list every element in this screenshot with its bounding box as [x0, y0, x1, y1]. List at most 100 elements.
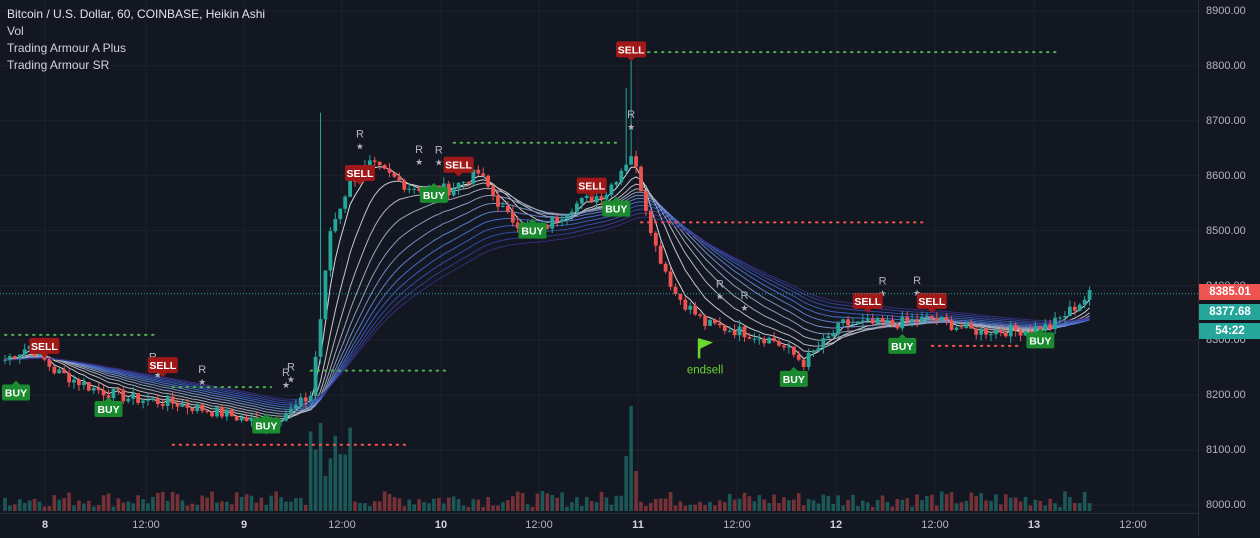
volume-bar [629, 406, 633, 511]
volume-bar [772, 494, 776, 511]
volume-bar [964, 500, 969, 511]
candle-body [476, 169, 481, 174]
time-axis[interactable]: 8 12:00 9 12:00 10 12:00 11 12:00 12 12:00 13 12:00 [0, 513, 1198, 538]
volume-bar [62, 498, 66, 511]
symbol-title[interactable]: Bitcoin / U.S. Dollar, 60, COINBASE, Hei… [7, 7, 266, 21]
volume-bar [782, 497, 786, 511]
candle-body [111, 388, 116, 399]
volume-bar [402, 506, 407, 511]
candle-body [496, 195, 500, 207]
price-axis[interactable]: 8900.008800.008700.008600.008500.008400.… [1198, 0, 1260, 537]
volume-bar [1077, 503, 1082, 511]
volume-bar [816, 503, 821, 511]
candle-body [72, 379, 76, 383]
volume-bar [461, 505, 466, 511]
candle-body [229, 409, 234, 417]
candle-body [885, 319, 890, 323]
candle-body [505, 206, 510, 213]
volume-bar [634, 471, 638, 511]
price-tick-label: 8700.00 [1206, 114, 1246, 127]
candle-body [910, 319, 915, 322]
r-marker-star: ★ [154, 370, 162, 380]
candle-body [77, 379, 81, 386]
candle-body [959, 327, 964, 329]
time-tick-label: 13 [1027, 519, 1041, 531]
volume-bar [289, 501, 293, 511]
volume-bar [594, 502, 599, 511]
candle-body [742, 326, 747, 338]
volume-bar [806, 499, 811, 511]
volume-bar [639, 501, 643, 511]
volume-bar [959, 502, 964, 511]
volume-bar [653, 499, 658, 511]
volume-bar [668, 491, 673, 511]
candle-body [678, 294, 683, 300]
volume-bar [13, 504, 17, 511]
candle-body [116, 388, 121, 390]
volume-bar [77, 500, 81, 511]
volume-bar [836, 495, 840, 511]
volume-bar [348, 427, 352, 511]
signal-arrow [40, 353, 49, 358]
signal-arrow [587, 193, 596, 198]
buy-badge [2, 384, 30, 401]
countdown-badge: 54:22 [1199, 322, 1260, 339]
sell-signal: SELL [29, 337, 60, 358]
sell-signal: SELL [852, 292, 883, 313]
candle-body [121, 389, 126, 402]
indicator-aplus-label[interactable]: Trading Armour A Plus [7, 41, 126, 55]
r-markers: R★R★R★R★R★R★R★R★R★R★R★R★R★ [149, 109, 921, 390]
volume-bar [501, 502, 505, 511]
volume-bar [885, 501, 890, 511]
candle-body [220, 407, 224, 417]
candle-body [826, 336, 831, 339]
candle-body [905, 316, 910, 322]
ma-line [4, 216, 1090, 401]
volume-bar [215, 502, 219, 511]
volume-bar [984, 500, 988, 511]
volume-bar [486, 497, 490, 511]
buy-signal: BUY [419, 182, 448, 203]
volume-bar [880, 495, 885, 511]
candle-body [446, 183, 451, 196]
candle-body [777, 341, 781, 346]
sell-badge [616, 41, 647, 58]
volume-bar [757, 495, 762, 511]
candle-body [471, 169, 476, 184]
candle-body [289, 408, 293, 414]
indicator-volume-label[interactable]: Vol [7, 24, 24, 38]
volume-bar [57, 499, 62, 511]
indicator-sr-label[interactable]: Trading Armour SR [7, 58, 110, 72]
candle-body [920, 316, 924, 322]
buy-signal: BUY [2, 380, 30, 401]
chart-area[interactable]: R★R★R★R★R★R★R★R★R★R★R★R★R★BUYSELLBUYSELL… [0, 0, 1198, 513]
candle-body [900, 316, 905, 329]
candle-body [984, 328, 988, 335]
ma-line [4, 208, 1090, 404]
time-tick-label: 12 [829, 519, 843, 531]
volume-bar [441, 503, 446, 511]
volume-bar [718, 500, 722, 511]
price-chart[interactable]: R★R★R★R★R★R★R★R★R★R★R★R★R★BUYSELLBUYSELL… [0, 0, 1198, 513]
candle-body [1033, 326, 1038, 333]
candle-body [604, 194, 609, 200]
sell-signal: SELL [344, 164, 375, 185]
volume-bar [141, 499, 145, 511]
candle-body [821, 338, 826, 348]
volume-bar [170, 491, 175, 511]
signal-arrow [454, 172, 463, 177]
candle-body [1018, 330, 1023, 336]
buy-label: BUY [521, 226, 543, 238]
candle-body [658, 245, 663, 264]
r-marker-star: ★ [287, 374, 295, 384]
volume-bar [239, 497, 244, 511]
volume-bar [1063, 491, 1067, 511]
buy-label: BUY [97, 404, 119, 416]
volume-bar [377, 501, 382, 511]
volume-bar [905, 498, 909, 511]
volume-bar [481, 506, 486, 511]
candle-body [653, 232, 658, 246]
candle-body [195, 404, 200, 412]
candle-body [1028, 330, 1033, 333]
candle-body [599, 196, 604, 200]
